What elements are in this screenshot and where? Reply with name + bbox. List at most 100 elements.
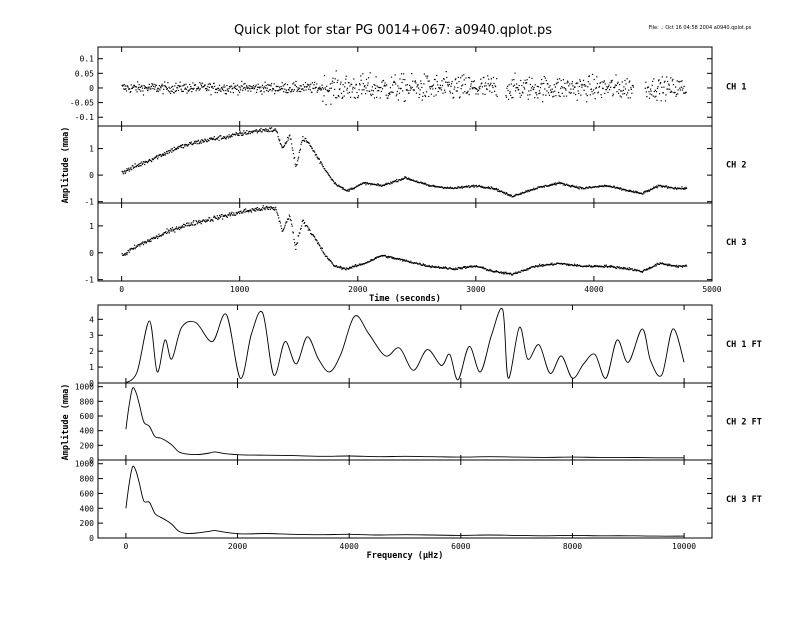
data-point bbox=[267, 129, 269, 131]
data-point bbox=[271, 127, 273, 129]
data-point bbox=[365, 78, 368, 80]
data-point bbox=[197, 221, 199, 223]
data-point bbox=[317, 89, 319, 92]
data-point bbox=[568, 185, 570, 187]
data-point bbox=[670, 90, 672, 92]
data-point bbox=[474, 265, 476, 267]
data-point bbox=[391, 91, 393, 93]
x-tick-label: 8000 bbox=[563, 542, 582, 551]
data-point bbox=[183, 147, 185, 149]
data-point bbox=[146, 87, 148, 89]
data-point bbox=[367, 84, 369, 86]
data-point bbox=[666, 185, 668, 187]
data-point bbox=[142, 94, 145, 96]
data-point bbox=[347, 189, 349, 191]
data-point bbox=[158, 235, 160, 237]
data-point bbox=[420, 80, 422, 82]
data-point bbox=[686, 265, 688, 267]
data-point bbox=[648, 268, 650, 270]
data-point bbox=[318, 88, 320, 90]
data-point bbox=[209, 83, 211, 85]
data-point bbox=[462, 92, 464, 94]
data-point bbox=[288, 137, 290, 139]
data-point bbox=[187, 224, 189, 226]
data-point bbox=[397, 99, 399, 101]
data-point bbox=[132, 167, 134, 169]
data-point bbox=[216, 217, 218, 219]
data-point bbox=[555, 263, 557, 265]
data-point bbox=[540, 83, 542, 85]
data-point bbox=[618, 266, 620, 268]
data-point bbox=[490, 78, 492, 80]
data-point bbox=[529, 190, 531, 192]
x-tick-label: 3000 bbox=[466, 285, 485, 294]
data-point bbox=[167, 230, 169, 232]
data-point bbox=[359, 184, 361, 186]
data-point bbox=[183, 84, 185, 86]
data-point bbox=[572, 85, 574, 87]
data-point bbox=[221, 214, 223, 216]
y-tick-label: 400 bbox=[80, 504, 95, 513]
data-point bbox=[298, 91, 300, 93]
data-point bbox=[225, 138, 227, 140]
data-point bbox=[167, 232, 169, 234]
data-point bbox=[527, 94, 529, 96]
data-point bbox=[178, 85, 180, 87]
data-point bbox=[217, 218, 219, 221]
data-point bbox=[209, 217, 211, 219]
data-point bbox=[526, 191, 528, 193]
data-point bbox=[310, 233, 312, 235]
data-point bbox=[274, 128, 276, 130]
data-point bbox=[138, 86, 140, 88]
data-point bbox=[419, 93, 421, 95]
data-point bbox=[430, 93, 432, 95]
data-point bbox=[150, 238, 152, 240]
data-point bbox=[123, 254, 125, 256]
data-point bbox=[213, 216, 215, 218]
data-point bbox=[188, 143, 190, 145]
data-point bbox=[617, 187, 619, 189]
data-point bbox=[663, 86, 665, 88]
data-point bbox=[628, 269, 630, 271]
data-point bbox=[553, 183, 555, 185]
data-point bbox=[305, 138, 307, 140]
data-point bbox=[309, 144, 311, 146]
data-point bbox=[446, 76, 448, 79]
data-point bbox=[514, 272, 516, 274]
data-point bbox=[403, 177, 405, 179]
data-point bbox=[276, 213, 279, 215]
data-point bbox=[582, 266, 584, 268]
data-point bbox=[231, 85, 233, 87]
data-point bbox=[180, 227, 182, 229]
data-point bbox=[420, 181, 422, 183]
data-point bbox=[322, 100, 324, 102]
data-point bbox=[572, 264, 574, 267]
data-point bbox=[170, 229, 172, 231]
data-point bbox=[147, 239, 149, 241]
x-tick-label: 0 bbox=[123, 542, 128, 551]
data-point bbox=[661, 86, 663, 88]
data-point bbox=[375, 183, 377, 186]
data-point bbox=[198, 219, 200, 222]
data-point bbox=[126, 252, 129, 254]
data-point bbox=[641, 271, 643, 273]
data-point bbox=[196, 220, 198, 223]
data-point bbox=[579, 264, 581, 267]
data-point bbox=[660, 82, 662, 84]
data-point bbox=[569, 264, 571, 266]
data-point bbox=[604, 92, 606, 94]
data-point bbox=[423, 264, 425, 266]
data-point bbox=[615, 84, 618, 86]
data-point bbox=[293, 82, 295, 84]
data-point bbox=[491, 186, 493, 189]
data-point bbox=[164, 154, 166, 156]
data-point bbox=[622, 89, 624, 91]
data-point bbox=[434, 266, 436, 269]
data-point bbox=[182, 90, 184, 92]
data-point bbox=[301, 141, 303, 143]
data-point bbox=[317, 243, 319, 245]
x-tick-label: 6000 bbox=[451, 542, 470, 551]
data-point bbox=[677, 89, 679, 91]
data-point bbox=[253, 209, 255, 211]
data-point bbox=[126, 254, 128, 256]
